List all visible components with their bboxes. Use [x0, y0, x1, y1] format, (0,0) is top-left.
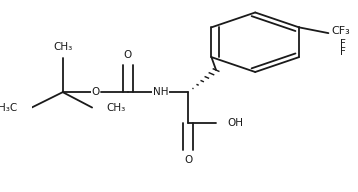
Text: CF₃: CF₃	[332, 26, 350, 36]
Text: OH: OH	[227, 118, 243, 128]
Text: O: O	[91, 87, 100, 97]
Text: NH: NH	[153, 87, 168, 97]
Text: H₃C: H₃C	[0, 103, 17, 113]
Text: CH₃: CH₃	[107, 103, 126, 113]
Text: CH₃: CH₃	[53, 42, 72, 52]
Text: F: F	[340, 39, 346, 49]
Text: F: F	[340, 47, 346, 57]
Text: O: O	[184, 155, 193, 165]
Text: O: O	[124, 50, 132, 60]
